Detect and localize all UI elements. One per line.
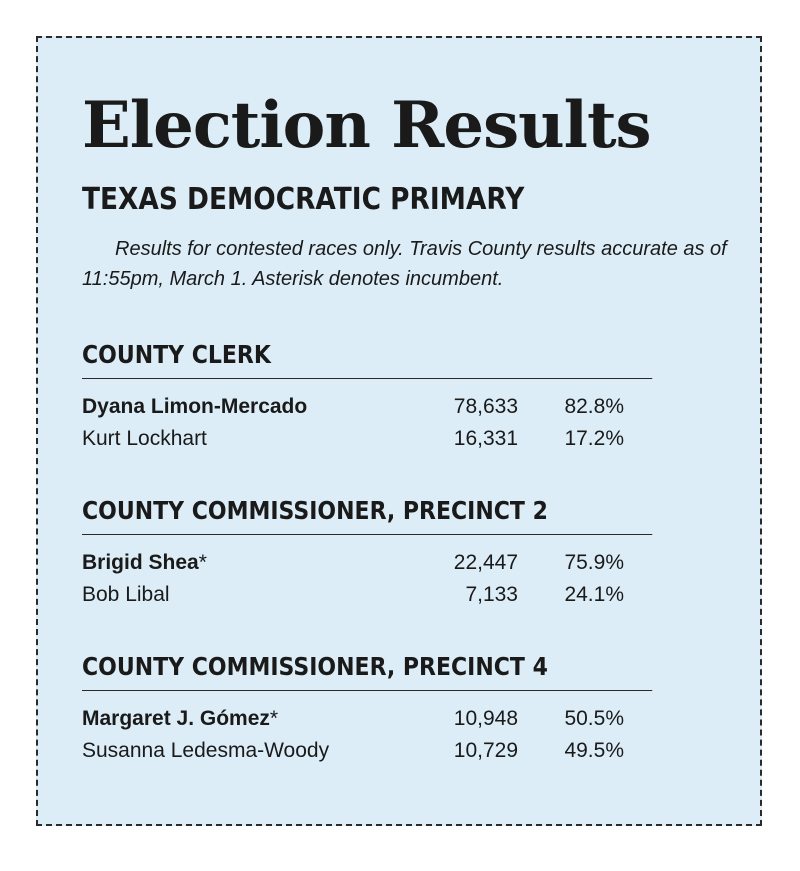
vote-count: 7,133 xyxy=(465,583,518,606)
candidate-name: Kurt Lockhart xyxy=(82,427,207,450)
page-title: Election Results xyxy=(82,88,652,163)
candidate-name: Margaret J. Gómez* xyxy=(82,703,278,735)
incumbent-marker: * xyxy=(269,707,279,730)
vote-percent: 17.2% xyxy=(564,427,624,450)
candidate-name: Brigid Shea* xyxy=(82,547,207,579)
candidate-row: Kurt Lockhart 16,331 17.2% xyxy=(82,423,730,455)
vote-percent: 75.9% xyxy=(564,551,624,574)
race-commissioner-precinct-4: COUNTY COMMISSIONER, PRECINCT 4 Margaret… xyxy=(82,650,730,767)
vote-count: 22,447 xyxy=(453,551,518,574)
candidate-name: Susanna Ledesma-Woody xyxy=(82,739,330,762)
results-card: Election Results TEXAS DEMOCRATIC PRIMAR… xyxy=(36,36,762,826)
race-title: COUNTY COMMISSIONER, PRECINCT 2 xyxy=(82,494,653,535)
candidate-row: Bob Libal 7,133 24.1% xyxy=(82,579,730,611)
candidate-name-text: Brigid Shea xyxy=(82,551,199,574)
vote-count: 78,633 xyxy=(453,395,518,418)
vote-count: 16,331 xyxy=(453,427,518,450)
race-county-clerk: COUNTY CLERK Dyana Limon-Mercado 78,633 … xyxy=(82,338,730,455)
race-commissioner-precinct-2: COUNTY COMMISSIONER, PRECINCT 2 Brigid S… xyxy=(82,494,730,611)
vote-count: 10,729 xyxy=(453,739,518,762)
results-note: Results for contested races only. Travis… xyxy=(82,238,727,290)
vote-percent: 49.5% xyxy=(564,739,624,762)
subtitle: TEXAS DEMOCRATIC PRIMARY xyxy=(82,182,525,217)
candidate-name: Bob Libal xyxy=(82,583,170,606)
race-title: COUNTY CLERK xyxy=(82,338,653,379)
candidate-row: Brigid Shea* 22,447 75.9% xyxy=(82,547,730,579)
candidate-row: Margaret J. Gómez* 10,948 50.5% xyxy=(82,703,730,735)
candidate-name: Dyana Limon-Mercado xyxy=(82,395,308,418)
vote-percent: 50.5% xyxy=(564,707,624,730)
candidate-name-text: Margaret J. Gómez xyxy=(82,707,270,730)
vote-percent: 24.1% xyxy=(564,583,624,606)
vote-percent: 82.8% xyxy=(564,395,624,418)
candidate-row: Susanna Ledesma-Woody 10,729 49.5% xyxy=(82,735,730,767)
vote-count: 10,948 xyxy=(453,707,518,730)
candidate-row: Dyana Limon-Mercado 78,633 82.8% xyxy=(82,391,730,423)
incumbent-marker: * xyxy=(198,551,207,574)
race-title: COUNTY COMMISSIONER, PRECINCT 4 xyxy=(82,650,653,691)
